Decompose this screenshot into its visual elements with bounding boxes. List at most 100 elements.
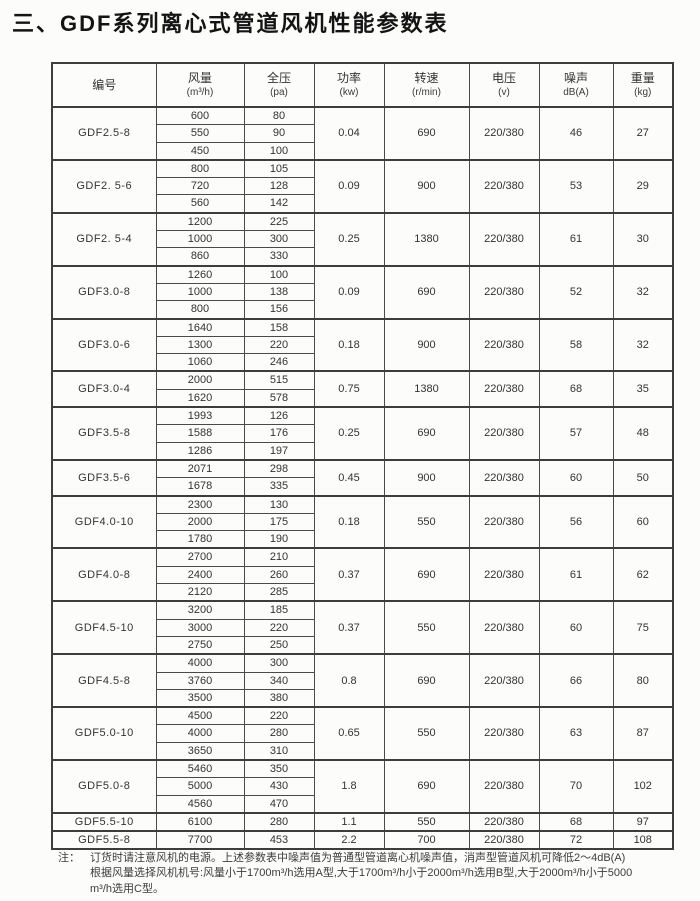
sub-row: 2750 250 xyxy=(52,635,673,655)
weight-cell: 62 xyxy=(612,547,674,602)
sub-row: 4000 280 xyxy=(52,724,673,743)
group-row: GDF2. 5-4 1200 225 0.25 1380 220/380 61 30 xyxy=(51,211,674,267)
voltage-cell: 220/380 xyxy=(468,211,540,267)
table-header: 编号 风量 (m³/h) 全压 (pa) 功率 (kw) 转速 (r/min) xyxy=(51,62,674,108)
pressure-cell: 210 xyxy=(243,547,315,567)
group-row: GDF4.0-10 2300 130 0.18 550 220/380 56 60 xyxy=(51,494,674,549)
model-cell: GDF4.0-10 xyxy=(51,494,157,549)
model-cell: GDF4.5-10 xyxy=(51,600,157,655)
header-row: 编号 风量 (m³/h) 全压 (pa) 功率 (kw) 转速 (r/min) xyxy=(51,62,674,108)
group-row: GDF2.5-8 600 80 0.04 690 220/380 46 27 xyxy=(51,106,674,161)
airflow-cell: 3760 xyxy=(155,671,245,690)
sub-row: 1588 176 xyxy=(52,424,673,443)
pressure-cell: 100 xyxy=(243,141,315,161)
noise-cell: 63 xyxy=(538,706,614,761)
model-cell: GDF5.5-10 xyxy=(51,811,157,832)
group-row: GDF3.0-8 1260 100 0.09 690 220/380 52 32 xyxy=(51,264,674,320)
airflow-cell: 4000 xyxy=(155,653,245,673)
weight-cell: 32 xyxy=(612,264,674,320)
pressure-cell: 298 xyxy=(243,458,315,479)
power-cell: 0.18 xyxy=(313,494,385,549)
pressure-cell: 350 xyxy=(243,758,315,779)
col-header-unit: (pa) xyxy=(270,87,288,98)
airflow-cell: 800 xyxy=(155,158,245,179)
pressure-cell: 126 xyxy=(243,406,315,426)
noise-cell: 68 xyxy=(538,811,614,832)
airflow-cell: 1286 xyxy=(155,441,245,461)
col-header-unit: (v) xyxy=(498,87,510,98)
airflow-cell: 1678 xyxy=(155,477,245,497)
model-cell: GDF3.5-8 xyxy=(51,406,157,461)
airflow-cell: 5460 xyxy=(155,758,245,779)
weight-cell: 27 xyxy=(612,106,674,161)
airflow-cell: 7700 xyxy=(155,830,245,850)
power-cell: 0.75 xyxy=(313,370,385,408)
airflow-cell: 1000 xyxy=(155,230,245,249)
airflow-cell: 860 xyxy=(155,247,245,267)
pressure-cell: 130 xyxy=(243,494,315,514)
airflow-cell: 1588 xyxy=(155,424,245,443)
footnote-text: 订货时请注意风机的电源。上述参数表中噪声值为普通型管道离心机噪声值，消声型管道风… xyxy=(90,851,632,897)
speed-cell: 550 xyxy=(383,494,470,549)
model-cell: GDF2. 5-4 xyxy=(51,211,157,267)
airflow-cell: 1060 xyxy=(155,353,245,372)
pressure-cell: 260 xyxy=(243,565,315,585)
sub-row: 1286 197 xyxy=(52,441,673,461)
sub-row: 3760 340 xyxy=(52,671,673,690)
sub-row: 1060 246 xyxy=(52,353,673,372)
sub-row: 1620 578 xyxy=(52,388,673,408)
speed-cell: 550 xyxy=(383,600,470,655)
airflow-cell: 720 xyxy=(155,177,245,196)
sub-row: 2000 175 xyxy=(52,512,673,532)
airflow-cell: 3200 xyxy=(155,600,245,620)
sub-row: 720 128 xyxy=(52,177,673,196)
group-row: GDF3.5-8 1993 126 0.25 690 220/380 57 48 xyxy=(51,406,674,461)
model-cell: GDF4.5-8 xyxy=(51,653,157,708)
speed-cell: 900 xyxy=(383,158,470,214)
pressure-cell: 330 xyxy=(243,247,315,267)
model-cell: GDF3.0-4 xyxy=(51,370,157,408)
power-cell: 0.04 xyxy=(313,106,385,161)
pressure-cell: 105 xyxy=(243,158,315,179)
noise-cell: 52 xyxy=(538,264,614,320)
power-cell: 0.65 xyxy=(313,706,385,761)
col-header-label: 全压 xyxy=(266,71,291,85)
power-cell: 0.09 xyxy=(313,264,385,320)
voltage-cell: 220/380 xyxy=(468,264,540,320)
airflow-cell: 1620 xyxy=(155,388,245,408)
weight-cell: 32 xyxy=(612,317,674,372)
airflow-cell: 1000 xyxy=(155,282,245,302)
pressure-cell: 175 xyxy=(243,512,315,532)
col-header-model: 编号 xyxy=(51,62,157,108)
pressure-cell: 250 xyxy=(243,635,315,655)
weight-cell: 48 xyxy=(612,406,674,461)
sub-row: 3500 380 xyxy=(52,688,673,708)
col-header-airflow: 风量 (m³/h) xyxy=(155,62,245,108)
power-cell: 1.8 xyxy=(313,758,385,814)
noise-cell: 56 xyxy=(538,494,614,549)
pressure-cell: 453 xyxy=(243,830,315,850)
sub-row: 5000 430 xyxy=(52,777,673,796)
pressure-cell: 246 xyxy=(243,353,315,372)
airflow-cell: 800 xyxy=(155,300,245,320)
col-header-label: 电压 xyxy=(491,71,516,85)
group-row: GDF4.0-8 2700 210 0.37 690 220/380 61 62 xyxy=(51,547,674,602)
col-header-voltage: 电压 (v) xyxy=(468,62,540,108)
group-row: GDF3.0-6 1640 158 0.18 900 220/380 58 32 xyxy=(51,317,674,372)
fan-performance-table: 编号 风量 (m³/h) 全压 (pa) 功率 (kw) 转速 (r/min) xyxy=(51,62,674,851)
sub-row: 1000 138 xyxy=(52,282,673,302)
pressure-cell: 220 xyxy=(243,706,315,726)
pressure-cell: 190 xyxy=(243,530,315,549)
noise-cell: 68 xyxy=(538,370,614,408)
sub-row: 1000 300 xyxy=(52,230,673,249)
speed-cell: 690 xyxy=(383,106,470,161)
group-row: GDF3.0-4 2000 515 0.75 1380 220/380 68 35 xyxy=(51,370,674,408)
airflow-cell: 5000 xyxy=(155,777,245,796)
sub-row: 3000 220 xyxy=(52,618,673,637)
airflow-cell: 2750 xyxy=(155,635,245,655)
sub-row: 1300 220 xyxy=(52,335,673,355)
weight-cell: 102 xyxy=(612,758,674,814)
airflow-cell: 3000 xyxy=(155,618,245,637)
pressure-cell: 335 xyxy=(243,477,315,497)
